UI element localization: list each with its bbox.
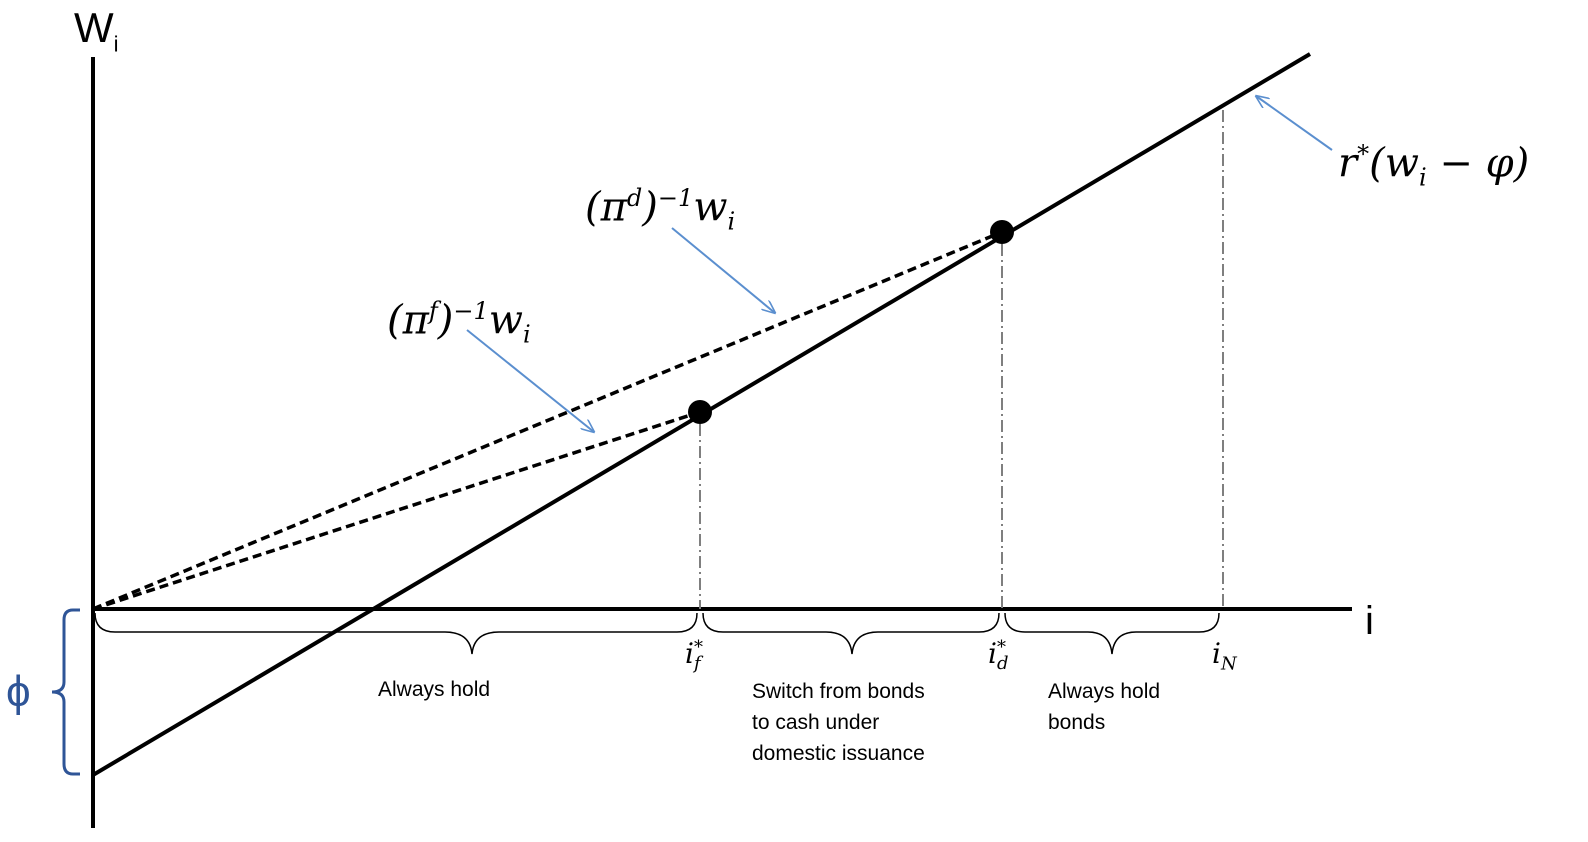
region-right-label: Always hold bonds <box>1048 680 1161 734</box>
arrow-solid <box>1256 96 1333 151</box>
x-axis-label-text: i <box>1365 599 1374 643</box>
label-foreign-line: (πf)−1wi <box>387 285 531 360</box>
domestic-exp: −1 <box>657 184 694 212</box>
foreign-mid: ) <box>437 297 454 344</box>
threshold-f-sub: f <box>693 652 701 674</box>
label-domestic-line: (πd)−1wi <box>585 172 735 247</box>
threshold-d-base: i <box>988 637 997 670</box>
phi-brace <box>51 608 80 776</box>
domestic-open: (π <box>585 184 627 231</box>
threshold-n-label: iN <box>1212 636 1237 683</box>
y-axis-label: Wi <box>74 6 119 66</box>
intercept-label-text: ϕ <box>6 667 31 716</box>
threshold-n-base: i <box>1212 637 1221 670</box>
foreign-open: (π <box>387 297 429 344</box>
label-solid-line: r*(wi − φ) <box>1338 128 1529 203</box>
intercept-label: ϕ <box>6 668 31 716</box>
foreign-sub: i <box>523 320 531 349</box>
domestic-sub: i <box>727 207 736 236</box>
y-axis-label-sub: i <box>113 31 119 57</box>
solid-base: r <box>1338 140 1358 187</box>
threshold-d-sup: * <box>996 636 1006 658</box>
solid-sup: * <box>1357 140 1370 168</box>
point-foreign-threshold <box>688 400 712 424</box>
threshold-f-base: i <box>685 637 694 670</box>
threshold-d-sub: d <box>996 652 1009 674</box>
solid-body: (w <box>1369 140 1419 187</box>
arrow-domestic <box>671 227 775 313</box>
domestic-mid: ) <box>642 184 658 231</box>
threshold-n-sub: N <box>1220 653 1237 675</box>
dashed-line-foreign <box>92 410 701 611</box>
threshold-d-label: i * d <box>988 636 1009 672</box>
dashed-line-domestic <box>92 230 1003 611</box>
brace-right <box>1004 612 1220 655</box>
threshold-f-sup: * <box>693 636 703 658</box>
region-middle-label: Switch from bonds to cash under domestic… <box>752 680 925 765</box>
brace-left <box>94 612 698 655</box>
domestic-body: w <box>693 184 728 231</box>
domestic-sup: d <box>626 184 643 212</box>
threshold-f-label: i * f <box>685 636 703 672</box>
brace-middle <box>702 612 1000 655</box>
point-domestic-threshold <box>990 220 1014 244</box>
x-axis-label: i <box>1365 600 1374 642</box>
foreign-body: w <box>488 297 524 344</box>
region-left-label: Always hold <box>378 678 491 701</box>
y-axis-label-main: W <box>74 4 114 51</box>
solid-tail: − φ) <box>1426 140 1530 187</box>
arrow-foreign <box>466 329 594 432</box>
foreign-exp: −1 <box>453 297 489 325</box>
foreign-sup: f <box>428 297 438 325</box>
solid-sub: i <box>1418 163 1427 192</box>
